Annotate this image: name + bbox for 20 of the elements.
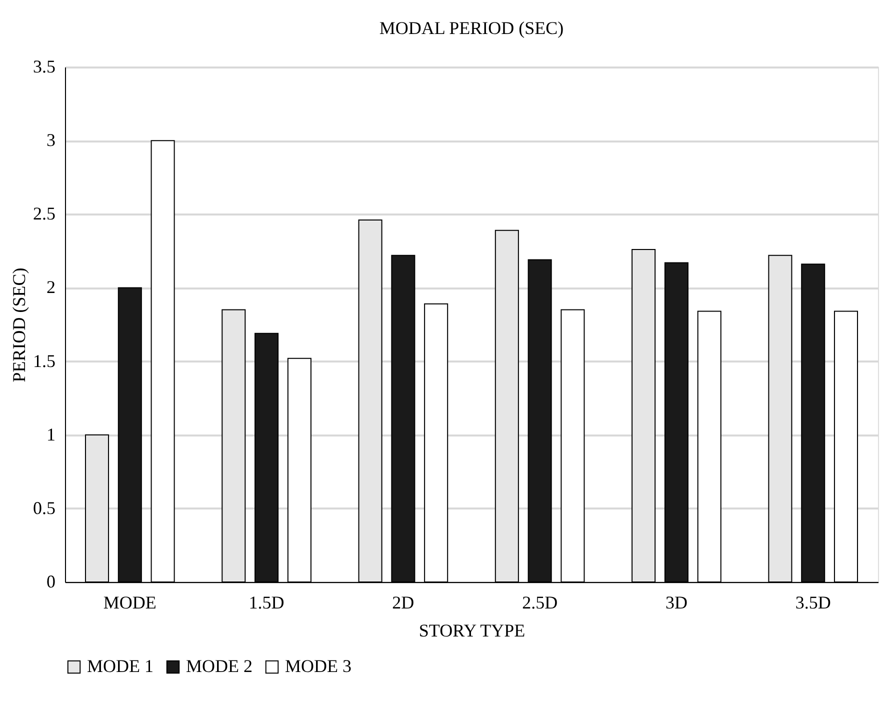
x-tick-label: MODE bbox=[103, 592, 156, 612]
y-tick-label: 3.5 bbox=[33, 56, 56, 76]
legend-label: MODE 3 bbox=[285, 656, 352, 676]
y-tick-label: 3 bbox=[46, 130, 56, 150]
x-tick-label: 3.5D bbox=[795, 592, 831, 612]
legend-label: MODE 2 bbox=[186, 656, 252, 676]
y-tick-label: 0 bbox=[46, 572, 56, 592]
y-tick-label: 0.5 bbox=[33, 498, 56, 518]
x-tick-label: 1.5D bbox=[248, 592, 284, 612]
legend-label: MODE 1 bbox=[87, 656, 154, 676]
x-axis-title: STORY TYPE bbox=[418, 620, 526, 640]
y-tick-label: 1 bbox=[46, 424, 56, 444]
x-tick-label: 3D bbox=[665, 592, 688, 612]
y-tick-label: 1.5 bbox=[33, 350, 56, 371]
y-tick-label: 2.5 bbox=[33, 204, 56, 224]
y-axis-title: PERIOD (SEC) bbox=[9, 268, 29, 382]
x-tick-label: 2.5D bbox=[522, 592, 558, 612]
y-tick-label: 2 bbox=[46, 277, 56, 298]
x-tick-label: 2D bbox=[392, 592, 414, 612]
chart-title: MODAL PERIOD (SEC) bbox=[379, 18, 564, 38]
